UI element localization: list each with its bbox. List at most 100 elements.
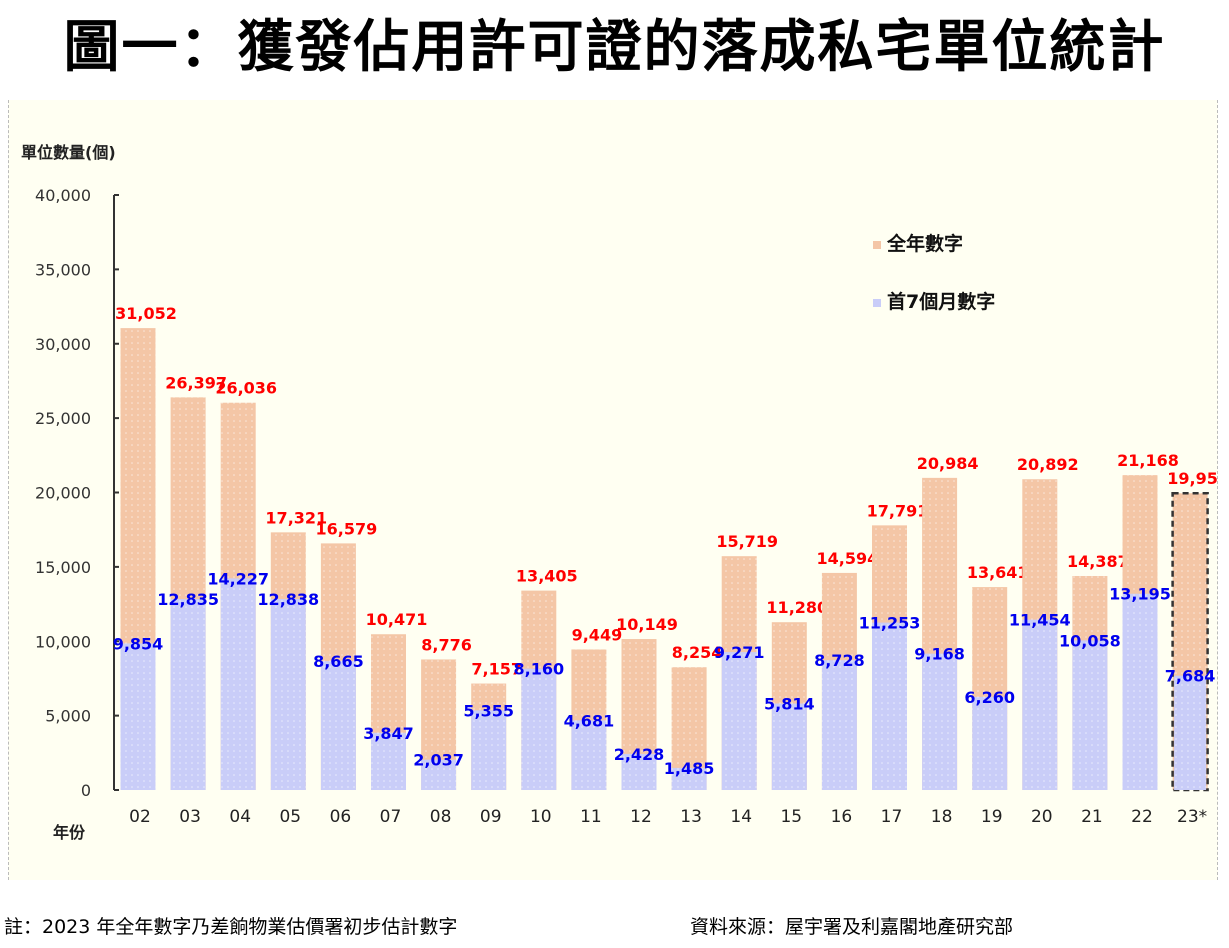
label-first-7-months: 12,835: [157, 590, 219, 609]
y-tick-label: 10,000: [35, 632, 91, 651]
x-tick-label: 10: [530, 807, 552, 827]
label-first-7-months: 10,058: [1059, 631, 1121, 650]
x-tick-label: 05: [279, 807, 301, 827]
label-full-year: 8,776: [421, 635, 472, 654]
bar-first-7-months: [621, 753, 657, 790]
label-full-year: 14,387: [1067, 552, 1129, 571]
label-full-year: 10,149: [616, 615, 678, 634]
label-full-year: 16,579: [316, 519, 378, 538]
bar-first-7-months: [922, 653, 958, 790]
label-full-year: 11,280: [766, 598, 828, 617]
y-tick-label: 0: [81, 781, 91, 800]
label-first-7-months: 8,665: [313, 652, 364, 671]
bar-first-7-months: [220, 578, 256, 790]
label-full-year: 7,157: [471, 660, 522, 679]
bar-first-7-months: [721, 652, 757, 790]
bar-first-7-months: [120, 643, 156, 790]
x-tick-label: 11: [580, 807, 602, 827]
label-full-year: 10,471: [366, 610, 428, 629]
label-first-7-months: 11,253: [859, 614, 921, 633]
label-full-year: 31,052: [115, 304, 177, 323]
bar-first-7-months: [872, 622, 907, 790]
legend-swatch: [873, 299, 881, 307]
label-first-7-months: 11,454: [1009, 611, 1071, 630]
bar-first-7-months: [421, 759, 457, 790]
x-tick-label: 21: [1081, 807, 1103, 827]
label-first-7-months: 6,260: [964, 688, 1015, 707]
bar-first-7-months: [1072, 640, 1108, 790]
label-full-year: 13,641: [967, 563, 1029, 582]
x-tick-label: 13: [680, 807, 702, 827]
x-tick-label: 19: [981, 807, 1003, 827]
label-first-7-months: 12,838: [257, 590, 319, 609]
x-tick-label: 20: [1031, 807, 1053, 827]
label-full-year: 19,950: [1167, 469, 1217, 488]
bar-first-7-months: [771, 703, 807, 790]
label-full-year: 26,397: [165, 373, 227, 392]
label-full-year: 9,449: [572, 625, 623, 644]
x-tick-label: 04: [229, 807, 251, 827]
y-tick-label: 30,000: [35, 335, 91, 354]
label-first-7-months: 9,854: [113, 634, 164, 653]
bar-first-7-months: [821, 660, 857, 790]
label-first-7-months: 13,195: [1109, 585, 1171, 604]
label-full-year: 14,594: [817, 549, 879, 568]
x-tick-label: 14: [730, 807, 752, 827]
bar-first-7-months: [1122, 593, 1158, 790]
label-first-7-months: 1,485: [664, 759, 715, 778]
bar-first-7-months: [371, 732, 406, 790]
footnote: 註：2023 年全年數字乃差餉物業估價署初步估計數字: [4, 916, 458, 938]
label-full-year: 8,254: [672, 643, 723, 662]
x-tick-label: 15: [780, 807, 802, 827]
x-axis-title: 年份: [53, 823, 86, 842]
chart-panel: 單位數量(個) 0 5,000 10,000 15,000 20,000 25,000 30,…: [8, 100, 1218, 880]
label-full-year: 13,405: [516, 567, 578, 586]
y-tick-label: 35,000: [35, 260, 91, 279]
bar-first-7-months: [671, 767, 707, 790]
x-tick-label: 09: [480, 807, 502, 827]
x-tick-label: 17: [881, 807, 903, 827]
x-tick-label: 16: [831, 807, 853, 827]
bar-first-7-months: [471, 710, 507, 790]
y-tick-label: 5,000: [45, 707, 91, 726]
label-first-7-months: 8,728: [814, 651, 865, 670]
bar-first-7-months: [170, 599, 206, 790]
x-tick-label: 02: [129, 807, 151, 827]
label-first-7-months: 9,168: [914, 645, 965, 664]
bar-first-7-months: [972, 696, 1008, 790]
chart-title: 圖一：獲發佔用許可證的落成私宅單位統計: [63, 15, 1166, 80]
x-tick-label: 07: [380, 807, 402, 827]
label-first-7-months: 8,160: [513, 660, 564, 679]
legend-label: 全年數字: [886, 232, 963, 255]
bar-first-7-months: [571, 720, 607, 790]
label-first-7-months: 3,847: [363, 724, 414, 743]
x-tick-label: 12: [630, 807, 652, 827]
x-tick-label: 08: [430, 807, 452, 827]
label-first-7-months: 7,684: [1165, 667, 1216, 686]
bar-first-7-months: [270, 599, 306, 790]
label-full-year: 20,892: [1017, 455, 1079, 474]
x-tick-label: 23*: [1177, 807, 1207, 827]
label-full-year: 17,321: [265, 508, 327, 527]
label-full-year: 20,984: [917, 454, 979, 473]
source-note: 資料來源：屋宇署及利嘉閣地產研究部: [690, 916, 1014, 938]
label-full-year: 17,791: [867, 501, 929, 520]
y-tick-label: 20,000: [35, 484, 91, 503]
legend-label: 首7個月數字: [887, 290, 995, 313]
bar-chart: 單位數量(個) 0 5,000 10,000 15,000 20,000 25,000 30,…: [21, 143, 1217, 842]
x-tick-label: 03: [179, 807, 201, 827]
x-tick-label: 06: [330, 807, 352, 827]
bar-first-7-months: [1022, 619, 1058, 790]
label-first-7-months: 5,814: [764, 695, 815, 714]
bar-first-7-months: [521, 668, 557, 790]
bar-first-7-months: [1174, 675, 1207, 790]
label-first-7-months: 2,037: [413, 751, 464, 770]
label-first-7-months: 2,428: [614, 745, 665, 764]
label-full-year: 21,168: [1117, 451, 1179, 470]
bar-first-7-months: [320, 661, 356, 790]
y-tick-label: 25,000: [35, 409, 91, 428]
label-full-year: 26,036: [215, 379, 277, 398]
label-full-year: 15,719: [716, 532, 778, 551]
legend-swatch: [873, 241, 881, 249]
label-first-7-months: 14,227: [207, 569, 269, 588]
